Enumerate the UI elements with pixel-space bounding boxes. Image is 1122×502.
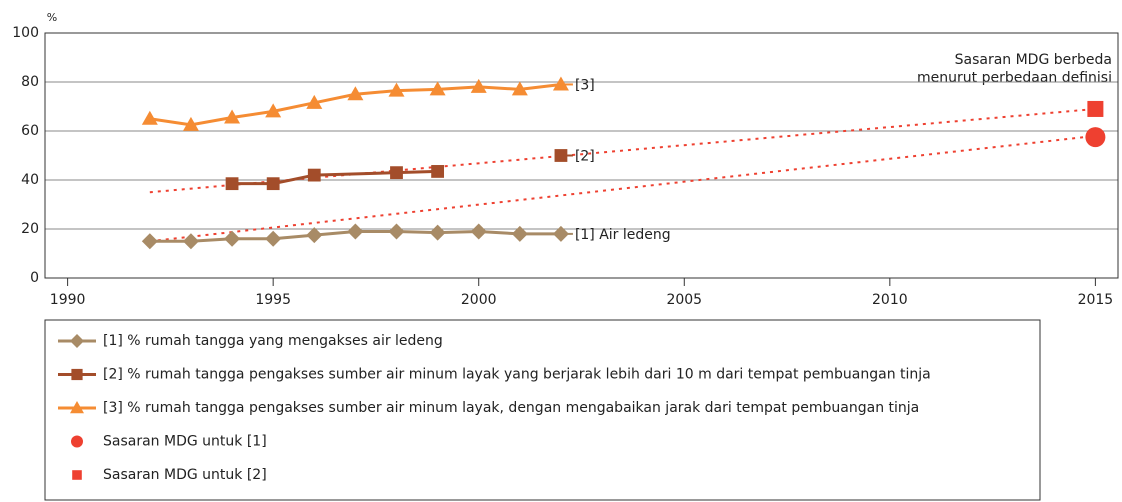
annotation: Sasaran MDG berbeda — [955, 52, 1112, 68]
marker — [141, 233, 158, 250]
marker — [306, 94, 323, 109]
legend-marker — [71, 368, 83, 381]
legend-label: Sasaran MDG untuk [2] — [103, 467, 267, 483]
marker — [429, 224, 446, 241]
marker — [511, 225, 528, 242]
marker — [470, 78, 487, 93]
series-label: [3] — [575, 77, 595, 93]
y-tick-label: 0 — [30, 270, 39, 286]
y-unit: % — [47, 11, 57, 24]
legend-marker — [70, 334, 84, 348]
x-tick-label: 2000 — [461, 292, 497, 308]
legend-label: [1] % rumah tangga yang mengakses air le… — [103, 333, 443, 349]
marker — [347, 223, 364, 240]
marker — [390, 166, 403, 180]
marker — [182, 233, 199, 250]
marker — [141, 110, 158, 125]
marker — [511, 81, 528, 96]
x-tick-label: 1990 — [50, 292, 86, 308]
marker — [265, 103, 282, 118]
marker — [306, 227, 323, 244]
marker — [224, 109, 241, 124]
y-tick-label: 40 — [21, 172, 39, 188]
marker — [388, 223, 405, 240]
series-label: [1] Air ledeng — [575, 227, 671, 243]
legend-marker — [71, 435, 83, 448]
legend-marker — [72, 470, 82, 480]
y-tick-label: 80 — [21, 74, 39, 90]
legend-marker — [70, 401, 84, 414]
x-tick-label: 2010 — [872, 292, 908, 308]
annotation: menurut perbedaan definisi — [917, 70, 1112, 86]
y-tick-label: 20 — [21, 221, 39, 237]
marker — [388, 82, 405, 97]
series-label: [2] — [575, 149, 595, 165]
legend-box — [44, 319, 1041, 501]
marker — [1087, 100, 1104, 117]
marker — [470, 223, 487, 240]
legend-label: [3] % rumah tangga pengakses sumber air … — [103, 400, 919, 416]
y-tick-label: 60 — [21, 123, 39, 139]
marker — [1085, 127, 1106, 148]
marker — [182, 116, 199, 131]
x-tick-label: 1995 — [255, 292, 291, 308]
legend-label: [2] % rumah tangga pengakses sumber air … — [103, 367, 931, 383]
marker — [307, 168, 321, 182]
marker — [429, 81, 446, 96]
x-tick-label: 2005 — [666, 292, 702, 308]
marker — [431, 165, 445, 178]
trend-line — [149, 107, 1096, 194]
marker — [265, 230, 282, 247]
marker — [347, 86, 364, 101]
marker — [266, 177, 280, 191]
trend-line — [149, 134, 1096, 243]
y-tick-label: 100 — [12, 25, 39, 41]
marker — [225, 177, 239, 191]
legend-label: Sasaran MDG untuk [1] — [103, 434, 267, 450]
x-tick-label: 2015 — [1078, 292, 1114, 308]
marker — [224, 230, 241, 247]
plot-frame — [44, 32, 1119, 279]
